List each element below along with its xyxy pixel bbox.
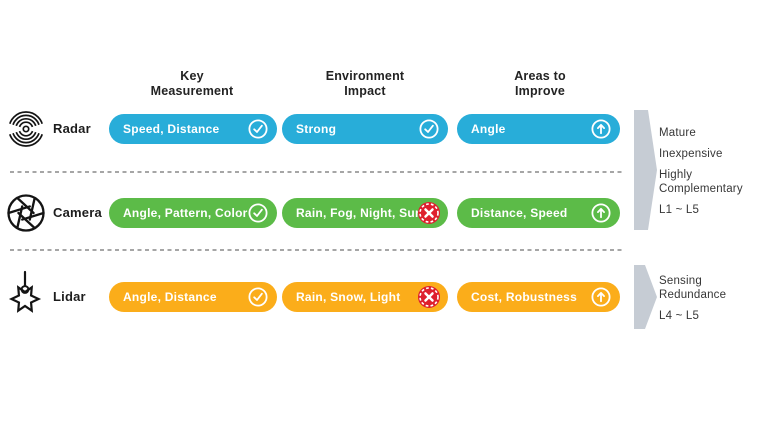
pill-lidar-key-measurement: Angle, Distance xyxy=(109,282,277,312)
radar-icon xyxy=(6,109,46,154)
pill-radar-areas-to-improve: Angle xyxy=(457,114,620,144)
column-header-line: Impact xyxy=(344,84,386,98)
pill-camera-key-measurement: Angle, Pattern, Color xyxy=(109,198,277,228)
annotation-radar-camera: Mature Inexpensive Highly Complementary … xyxy=(659,126,766,217)
cross-icon xyxy=(417,285,441,309)
up-arrow-icon xyxy=(590,286,612,308)
cross-icon xyxy=(417,201,441,225)
annotation-line: L1 ~ L5 xyxy=(659,204,700,216)
annotation-line: Sensing Redundance xyxy=(659,275,727,301)
pill-text: Rain, Snow, Light xyxy=(296,290,401,304)
pill-text: Angle, Pattern, Color xyxy=(123,206,248,220)
column-header-line: Environment xyxy=(325,69,405,83)
row-label-lidar: Lidar xyxy=(53,289,86,304)
pill-text: Strong xyxy=(296,122,337,136)
pill-text: Angle xyxy=(471,122,506,136)
row-label-radar: Radar xyxy=(53,121,91,136)
column-header-line: Measurement xyxy=(150,84,234,98)
annotation-lidar: Sensing Redundance L4 ~ L5 xyxy=(659,274,766,323)
lidar-icon xyxy=(5,270,45,323)
pill-lidar-environment-impact: Rain, Snow, Light xyxy=(282,282,448,312)
column-header-areas-to-improve: Areas to Improve xyxy=(465,69,615,99)
pill-text: Angle, Distance xyxy=(123,290,217,304)
column-header-key-measurement: Key Measurement xyxy=(117,69,267,99)
check-icon xyxy=(418,118,440,140)
column-header-environment-impact: Environment Impact xyxy=(290,69,440,99)
pill-radar-environment-impact: Strong xyxy=(282,114,448,144)
row-divider xyxy=(10,171,622,173)
row-label-camera: Camera xyxy=(53,205,102,220)
pill-text: Speed, Distance xyxy=(123,122,220,136)
pill-text: Rain, Fog, Night, Sun xyxy=(296,206,423,220)
up-arrow-icon xyxy=(590,118,612,140)
check-icon xyxy=(247,202,269,224)
annotation-line: Highly Complementary xyxy=(659,169,743,195)
bracket-arrow-lidar xyxy=(634,265,658,334)
annotation-line: Inexpensive xyxy=(659,148,723,160)
camera-icon xyxy=(5,192,47,239)
bracket-arrow-radar-camera xyxy=(634,108,658,237)
annotation-line: L4 ~ L5 xyxy=(659,310,700,322)
pill-text: Cost, Robustness xyxy=(471,290,578,304)
pill-camera-areas-to-improve: Distance, Speed xyxy=(457,198,620,228)
row-divider xyxy=(10,249,622,251)
check-icon xyxy=(247,286,269,308)
column-header-line: Improve xyxy=(514,84,566,98)
pill-camera-environment-impact: Rain, Fog, Night, Sun xyxy=(282,198,448,228)
column-header-line: Key xyxy=(180,69,204,83)
pill-radar-key-measurement: Speed, Distance xyxy=(109,114,277,144)
pill-text: Distance, Speed xyxy=(471,206,568,220)
check-icon xyxy=(247,118,269,140)
pill-lidar-areas-to-improve: Cost, Robustness xyxy=(457,282,620,312)
column-header-line: Areas to xyxy=(514,69,566,83)
annotation-line: Mature xyxy=(659,127,696,139)
up-arrow-icon xyxy=(590,202,612,224)
